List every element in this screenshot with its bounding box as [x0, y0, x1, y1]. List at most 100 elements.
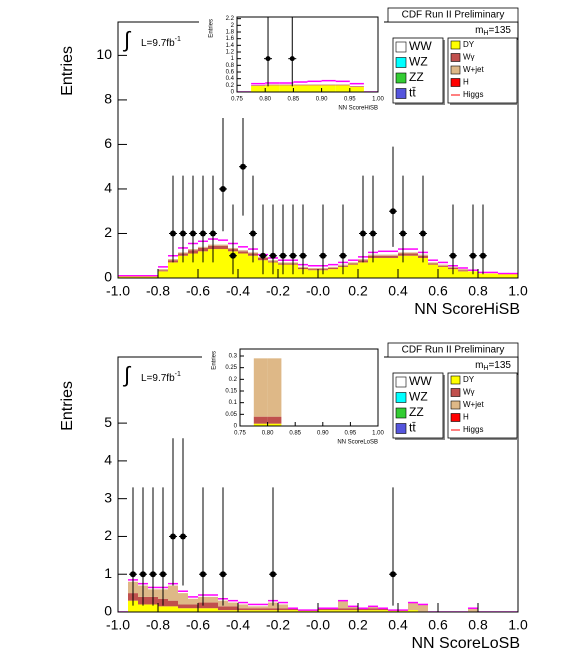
- stack-bar: [438, 265, 448, 267]
- stack-bar: [458, 271, 468, 278]
- stack-bar: [388, 257, 398, 278]
- stack-bar: [208, 602, 218, 609]
- stack-bar: [368, 606, 378, 609]
- stack-bar: [328, 267, 338, 270]
- y-tick-label: 1: [231, 56, 235, 62]
- x-axis-title: NN ScoreLoSB: [412, 635, 521, 652]
- data-point: [240, 163, 246, 170]
- x-tick-label: 1.00: [372, 97, 384, 103]
- stack-bar: [267, 416, 282, 424]
- legend-label: W+jet: [463, 65, 484, 74]
- x-tick-label: 0.80: [259, 97, 271, 103]
- x-tick-label: 0.85: [289, 431, 301, 437]
- legend-label: WZ: [409, 390, 428, 404]
- stack-bar: [267, 358, 282, 417]
- stack-bar: [238, 608, 248, 611]
- data-point: [140, 571, 146, 578]
- x-tick-label: -0.8: [146, 283, 170, 299]
- stack-bar: [138, 604, 148, 612]
- mass-value: =135: [488, 360, 511, 371]
- x-tick-label: 0.6: [428, 283, 448, 299]
- data-point: [450, 252, 456, 259]
- legend-label: DY: [463, 375, 475, 384]
- y-tick-label: 0.05: [225, 412, 237, 418]
- stack-bar: [178, 604, 188, 609]
- data-point: [320, 252, 326, 259]
- data-point: [480, 252, 486, 259]
- x-tick-label: 0.95: [344, 97, 356, 103]
- x-tick-label: 0.8: [468, 617, 488, 633]
- stack-bar: [328, 610, 338, 612]
- stack-bar: [428, 264, 438, 278]
- data-point: [420, 230, 426, 237]
- y-tick-label: 0: [104, 603, 112, 619]
- data-point: [170, 230, 176, 237]
- x-tick-label: 0.75: [231, 97, 243, 103]
- stack-bar: [307, 85, 322, 92]
- stack-bar: [218, 244, 228, 246]
- stack-bar: [188, 604, 198, 609]
- stack-bar: [128, 275, 138, 278]
- legend-swatch: [450, 375, 461, 385]
- x-tick-label: 0.80: [262, 431, 274, 437]
- stack-bar: [168, 606, 178, 612]
- frame: [239, 348, 379, 427]
- stack-bar: [388, 610, 398, 612]
- stack-bar: [418, 257, 428, 278]
- stack-bar: [488, 273, 498, 278]
- stack-bar: [358, 610, 368, 612]
- stack-bar: [158, 271, 168, 278]
- stack-bar: [253, 423, 268, 426]
- x-tick-label: 0.75: [234, 431, 246, 437]
- data-point: [230, 252, 236, 259]
- stack-bar: [468, 608, 478, 612]
- stack-bar: [168, 585, 178, 601]
- x-tick-label: -0.4: [226, 617, 250, 633]
- mass-value: =135: [488, 25, 511, 36]
- y-tick-label: 8: [104, 91, 112, 107]
- legend-label: Wγ: [463, 53, 475, 62]
- legend-swatch: [450, 388, 461, 397]
- x-tick-label: 1.0: [508, 617, 528, 633]
- legend-swatch: [450, 413, 461, 422]
- stack-bar: [358, 262, 368, 278]
- y-tick-label: 1: [104, 565, 112, 581]
- x-tick-label: -0.6: [186, 283, 210, 299]
- y-tick-label: 1.8: [226, 30, 235, 36]
- stack-bar: [278, 604, 288, 609]
- y-tick-label: 4: [104, 452, 112, 468]
- data-point: [180, 533, 186, 540]
- stack-bar: [251, 86, 266, 92]
- y-axis-title: Entries: [59, 381, 76, 431]
- stack-bar: [279, 85, 294, 92]
- y-tick-label: 0: [104, 269, 112, 285]
- lumi-exponent: -1: [175, 371, 181, 378]
- data-point: [300, 252, 306, 259]
- stack-bar: [378, 254, 388, 256]
- y-tick-label: 2: [104, 224, 112, 240]
- stack-bar: [268, 610, 278, 612]
- x-tick-label: 0.85: [288, 97, 300, 103]
- stack-bar: [253, 358, 268, 417]
- stack-bar: [238, 604, 248, 609]
- x-axis-title: NN ScoreLoSB: [337, 440, 378, 446]
- stack-bar: [198, 608, 208, 612]
- data-point: [210, 230, 216, 237]
- x-axis-title: NN ScoreHiSB: [414, 301, 520, 318]
- y-tick-label: 10: [96, 46, 112, 62]
- data-point: [200, 571, 206, 578]
- stack-bar: [158, 269, 168, 271]
- legend-swatch: [395, 392, 407, 403]
- legend-swatch: [395, 88, 407, 99]
- y-tick-label: 2: [104, 527, 112, 543]
- y-axis-title: Entries: [59, 46, 76, 96]
- plot-area: [253, 358, 282, 426]
- stack-bar: [168, 600, 178, 607]
- stack-bar: [288, 608, 298, 611]
- stack-bar: [368, 610, 378, 612]
- x-tick-label: -0.0: [306, 617, 330, 633]
- stack-bar: [178, 593, 188, 605]
- lumi-text: L=9.7fb: [141, 38, 175, 49]
- y-tick-label: 0.15: [225, 389, 237, 395]
